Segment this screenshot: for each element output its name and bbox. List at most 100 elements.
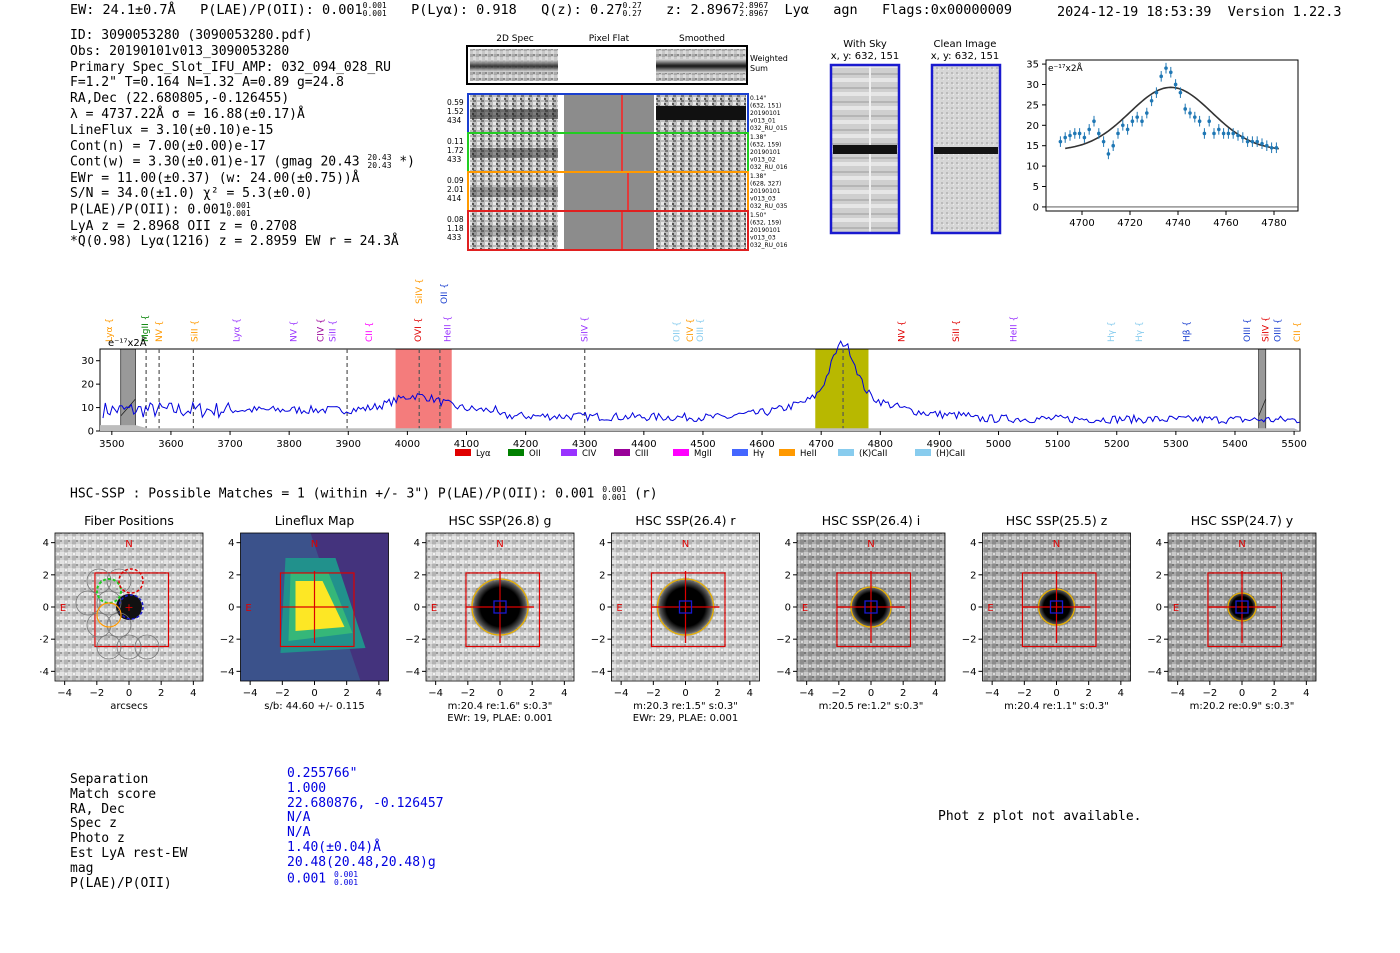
fit-point xyxy=(1202,131,1207,136)
timestamp-version: 2024-12-19 18:53:39 Version 1.22.3 xyxy=(1057,4,1342,20)
svg-text:SiII {: SiII { xyxy=(952,320,962,342)
spec-line-label: Lyα { xyxy=(105,318,115,342)
fit-point xyxy=(1135,115,1139,119)
clean-title: Clean Image xyxy=(934,39,997,50)
info-lineflux: LineFlux = 3.10(±0.10)e-15 xyxy=(70,122,274,138)
hsc-ytick-label: −4 xyxy=(591,667,606,678)
spec-line-label: Hβ { xyxy=(1183,321,1193,342)
clean-coords: x, y: 632, 151 xyxy=(931,51,1000,62)
info-id: ID: 3090053280 (3090053280.pdf) xyxy=(70,28,313,43)
hsc-ytick-label: 2 xyxy=(43,570,49,581)
center-box xyxy=(493,600,507,614)
hsc-panel: HSC SSP(26.4) i N E −4 −4 −2 −2 0 0 2 2 4 4 m:20.5 re… xyxy=(776,513,946,712)
hsc-xtick-label: 4 xyxy=(376,688,382,699)
hsc-ytick-label: 2 xyxy=(1156,570,1162,581)
fit-point xyxy=(1159,74,1163,79)
compass-east: E xyxy=(616,603,622,614)
row-trace xyxy=(470,109,558,119)
plya-value: P(Lyα): 0.918 xyxy=(411,2,517,18)
hsc-caption: s/b: 44.60 +/- 0.115 xyxy=(264,701,364,712)
fit-point xyxy=(1241,135,1245,140)
compass-north: N xyxy=(125,539,132,550)
with-sky-title: With Sky xyxy=(843,39,887,50)
fit-ticks: 4700 4720 4740 4760 4780 0 5 10 15 20 25 30 35 xyxy=(1026,60,1298,229)
svg-text:CIV {: CIV { xyxy=(686,318,696,342)
center-box xyxy=(1235,600,1249,614)
spec-ticks: 3500 3600 3700 3800 3900 4000 4100 4200 4300 4400… xyxy=(81,356,1307,450)
fiber-red xyxy=(118,568,144,594)
fit-xtick-label: 4740 xyxy=(1165,218,1190,229)
row-right-label: v013_03 xyxy=(750,235,776,242)
legend-swatch xyxy=(838,449,854,456)
fit-ytick-label: 15 xyxy=(1026,141,1039,152)
full-spectrum-chart: Lyα {MgII {NV {SiII {Lyα {NV {CIV {SiII … xyxy=(81,278,1307,459)
row-right-label: 0.14" xyxy=(750,95,766,102)
fit-point xyxy=(1092,119,1096,124)
info-obs: Obs: 20190101v013_3090053280 xyxy=(70,43,290,59)
version: Version 1.22.3 xyxy=(1227,4,1342,20)
hsc-xtick-label: −2 xyxy=(1202,688,1217,699)
row-smoothed xyxy=(656,134,746,171)
hsc-ytick-label: 4 xyxy=(414,538,420,549)
hsc-xtick-label: 4 xyxy=(561,688,567,699)
fit-point xyxy=(1269,145,1274,150)
match-value: N/A xyxy=(287,825,311,841)
hsc-ytick-label: 2 xyxy=(970,570,976,581)
match-label: mag xyxy=(70,860,94,876)
search-box xyxy=(465,572,541,648)
svg-text:OIII {: OIII { xyxy=(696,318,706,342)
info-plae: P(LAE)/P(OII): 0.0010.001 0.001 xyxy=(70,201,251,219)
spec-line-label: CIV { xyxy=(686,318,696,342)
hsc-ytick-label: 0 xyxy=(228,603,234,614)
hsc-ytick-label: −2 xyxy=(220,635,235,646)
hsc-xtick-label: 0 xyxy=(868,688,874,699)
hsc-cutouts: Fiber Positions + N E −4 −4 −2 −2 0 0 2 2 4 4 arcsecs L… xyxy=(40,513,1317,723)
row-left-label: 1.72 xyxy=(447,146,464,155)
row-frame xyxy=(467,210,749,251)
spec-grey-band xyxy=(120,348,136,432)
row-right-label: 032_RU_016 xyxy=(750,242,788,249)
info-primary: Primary Spec_Slot_IFU_AMP: 032_094_028_R… xyxy=(70,59,391,75)
spec-error-fill xyxy=(100,425,1300,431)
svg-text:OVI {: OVI { xyxy=(414,318,424,342)
hsc-panel-title: HSC SSP(25.5) z xyxy=(1006,513,1108,528)
svg-text:+: + xyxy=(124,601,133,614)
hsc-xtick-label: −2 xyxy=(460,688,475,699)
info-lyaz: LyA z = 2.8968 OII z = 0.2708 xyxy=(70,218,297,234)
legend-label: CIII xyxy=(635,449,648,459)
svg-text:HeII {: HeII { xyxy=(444,316,454,342)
hsc-panel-title: HSC SSP(26.8) g xyxy=(449,513,552,528)
fit-point xyxy=(1097,131,1101,136)
fit-ytick-label: 5 xyxy=(1033,182,1039,193)
fiber-circle xyxy=(75,590,101,616)
row-right-label: (632, 159) xyxy=(750,142,781,149)
hsc-ytick-label: −2 xyxy=(591,635,606,646)
hsc-xtick-label: 4 xyxy=(932,688,938,699)
spec-legend: Lyα OII CIV CIII MgII Hγ HeII (K)CaII (H)CaII xyxy=(455,449,965,459)
fit-ytick-label: 25 xyxy=(1026,100,1039,111)
fit-point xyxy=(1145,111,1149,115)
legend-swatch xyxy=(508,449,524,456)
match-value: 1.000 xyxy=(287,780,327,796)
search-box xyxy=(279,572,355,648)
svg-text:SiIV {: SiIV { xyxy=(1262,316,1272,342)
spec-line-label: SiII { xyxy=(328,320,338,342)
match-label: Separation xyxy=(70,772,149,787)
fit-point xyxy=(1164,66,1168,70)
hsc-ytick-label: −4 xyxy=(1147,667,1162,678)
search-box xyxy=(650,572,726,648)
spec-line-labels: Lyα {MgII {NV {SiII {Lyα {NV {CIV {SiII … xyxy=(105,278,1303,342)
row-pixelflat xyxy=(564,173,654,210)
hsc-xtick-label: 0 xyxy=(1053,688,1059,699)
compass-east: E xyxy=(60,603,66,614)
center-box xyxy=(678,600,693,614)
row-right-label: v013_02 xyxy=(750,157,776,164)
spec-line-label: SiIV { xyxy=(415,278,425,304)
match-value: N/A xyxy=(287,810,311,826)
spec-line-label: NV { xyxy=(898,321,908,342)
hsc-xtick-label: −4 xyxy=(1170,688,1185,699)
hsc-panel-title: HSC SSP(26.4) r xyxy=(635,513,736,528)
info-fparams: F=1.2" T=0.164 N=1.32 A=0.89 g=24.8 xyxy=(70,75,344,91)
search-box xyxy=(1021,572,1097,648)
